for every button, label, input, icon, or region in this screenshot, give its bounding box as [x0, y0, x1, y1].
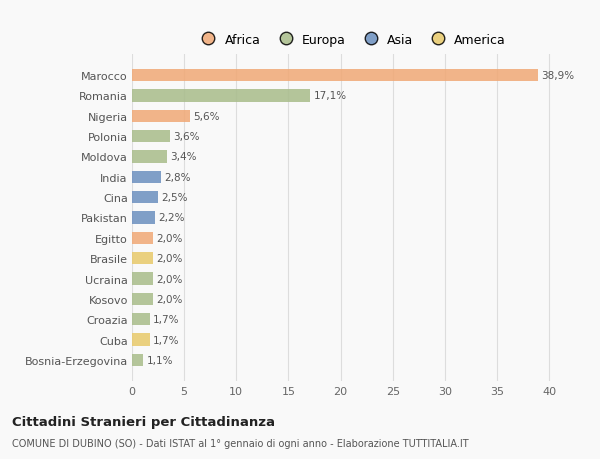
Text: 1,7%: 1,7%	[153, 314, 179, 325]
Text: 3,6%: 3,6%	[173, 132, 199, 142]
Bar	[132, 232, 153, 244]
Text: 1,7%: 1,7%	[153, 335, 179, 345]
Bar	[132, 212, 155, 224]
Text: 2,0%: 2,0%	[156, 254, 182, 263]
Text: COMUNE DI DUBINO (SO) - Dati ISTAT al 1° gennaio di ogni anno - Elaborazione TUT: COMUNE DI DUBINO (SO) - Dati ISTAT al 1°…	[12, 438, 469, 448]
Bar	[132, 70, 538, 82]
Bar	[132, 171, 161, 184]
Bar	[132, 90, 310, 102]
Text: 1,1%: 1,1%	[146, 355, 173, 365]
Bar	[132, 334, 150, 346]
Bar	[132, 111, 190, 123]
Bar	[132, 151, 167, 163]
Text: 2,0%: 2,0%	[156, 294, 182, 304]
Bar	[132, 293, 153, 305]
Bar	[132, 354, 143, 366]
Bar	[132, 192, 158, 204]
Bar	[132, 273, 153, 285]
Text: 2,2%: 2,2%	[158, 213, 185, 223]
Text: 5,6%: 5,6%	[194, 112, 220, 122]
Text: 2,0%: 2,0%	[156, 233, 182, 243]
Text: 2,8%: 2,8%	[164, 173, 191, 182]
Text: 2,5%: 2,5%	[161, 193, 188, 203]
Text: 17,1%: 17,1%	[313, 91, 347, 101]
Text: Cittadini Stranieri per Cittadinanza: Cittadini Stranieri per Cittadinanza	[12, 415, 275, 428]
Bar	[132, 252, 153, 265]
Bar	[132, 131, 170, 143]
Bar	[132, 313, 150, 325]
Text: 38,9%: 38,9%	[541, 71, 574, 81]
Legend: Africa, Europa, Asia, America: Africa, Europa, Asia, America	[196, 34, 506, 46]
Text: 2,0%: 2,0%	[156, 274, 182, 284]
Text: 3,4%: 3,4%	[170, 152, 197, 162]
